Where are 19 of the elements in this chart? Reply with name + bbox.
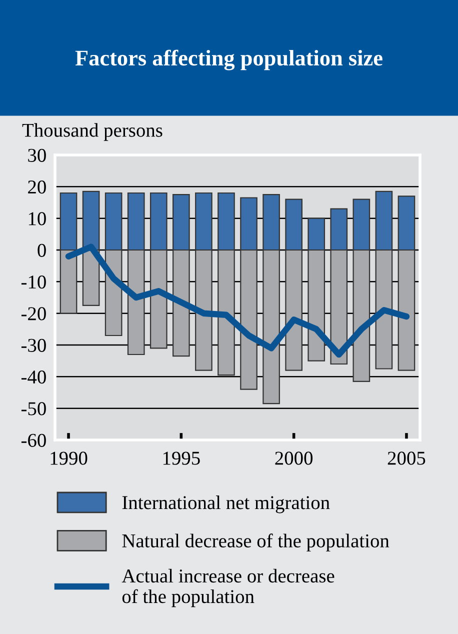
y-tick-label: 0 — [38, 244, 46, 257]
x-tick-label: 1995 — [163, 452, 200, 465]
y-tick-label: 30 — [28, 148, 46, 162]
y-axis-title: Thousand persons — [22, 123, 162, 141]
legend-label: Actual increase or decrease of the population — [122, 568, 334, 608]
y-tick-label: -40 — [21, 370, 46, 384]
legend-label: International net migration — [122, 496, 330, 514]
legend-label: Natural decrease of the population — [122, 534, 390, 552]
chart-title: Factors affecting population size — [75, 50, 382, 70]
y-tick-label: -50 — [21, 402, 46, 416]
y-tick-label: -30 — [21, 338, 46, 352]
y-tick-label: -10 — [21, 275, 46, 289]
y-tick-label: 20 — [28, 180, 46, 194]
y-tick-label: -20 — [21, 307, 46, 320]
x-tick-label: 2005 — [388, 452, 426, 465]
x-tick-label: 2000 — [275, 452, 313, 465]
y-tick-label: -60 — [21, 434, 46, 447]
y-tick-label: 10 — [28, 212, 46, 226]
x-tick-label: 1990 — [50, 452, 88, 465]
